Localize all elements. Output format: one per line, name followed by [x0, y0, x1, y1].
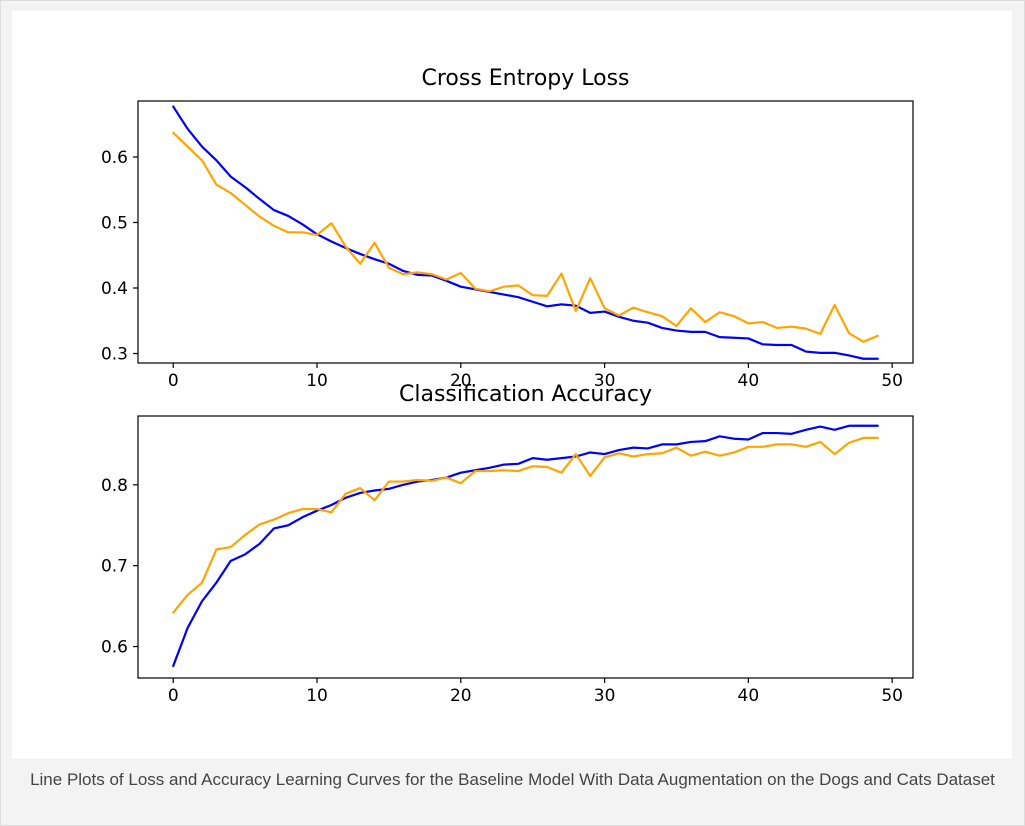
y-tick-label: 0.3 [101, 345, 128, 365]
y-tick-label: 0.7 [101, 557, 128, 577]
x-tick-label: 20 [450, 686, 472, 706]
x-tick-label: 50 [881, 686, 903, 706]
plot-panel: 0 10 20 30 40 50 0.3 0.4 0.5 0.6 Cross Entropy Los… [12, 11, 1012, 759]
x-tick-label: 40 [738, 686, 760, 706]
y-tick-label: 0.6 [101, 148, 128, 168]
x-tick-label: 50 [881, 371, 903, 391]
x-tick-label: 30 [594, 686, 616, 706]
y-tick-label: 0.4 [101, 279, 128, 299]
charts-canvas: 0 10 20 30 40 50 0.3 0.4 0.5 0.6 Cross Entropy Los… [101, 66, 914, 706]
chart-title: Classification Accuracy [399, 382, 652, 407]
series-line-train [172, 424, 879, 668]
x-tick-label: 20 [450, 371, 472, 391]
series-line-train [172, 105, 879, 360]
x-tick-label: 0 [168, 371, 179, 391]
axes-frame [137, 415, 914, 679]
x-tick-label: 40 [738, 371, 760, 391]
series-line-test [172, 131, 879, 343]
chart-1: 0 10 20 30 40 50 0.3 0.4 0.5 0.6 Cross Entropy Los… [101, 66, 914, 391]
series-line-test [172, 436, 879, 614]
chart-title: Cross Entropy Loss [421, 66, 629, 91]
x-tick-label: 10 [306, 686, 328, 706]
x-tick-label: 10 [306, 371, 328, 391]
y-tick-label: 0.8 [101, 476, 128, 496]
y-tick-label: 0.6 [101, 638, 128, 658]
x-tick-label: 30 [594, 371, 616, 391]
x-tick-label: 0 [168, 686, 179, 706]
axes-frame [137, 100, 914, 364]
figure-caption: Line Plots of Loss and Accuracy Learning… [30, 770, 995, 789]
y-tick-label: 0.5 [101, 214, 128, 234]
chart-2: 0 10 20 30 40 50 0.6 0.7 0.8 Classification Accur… [101, 382, 914, 706]
